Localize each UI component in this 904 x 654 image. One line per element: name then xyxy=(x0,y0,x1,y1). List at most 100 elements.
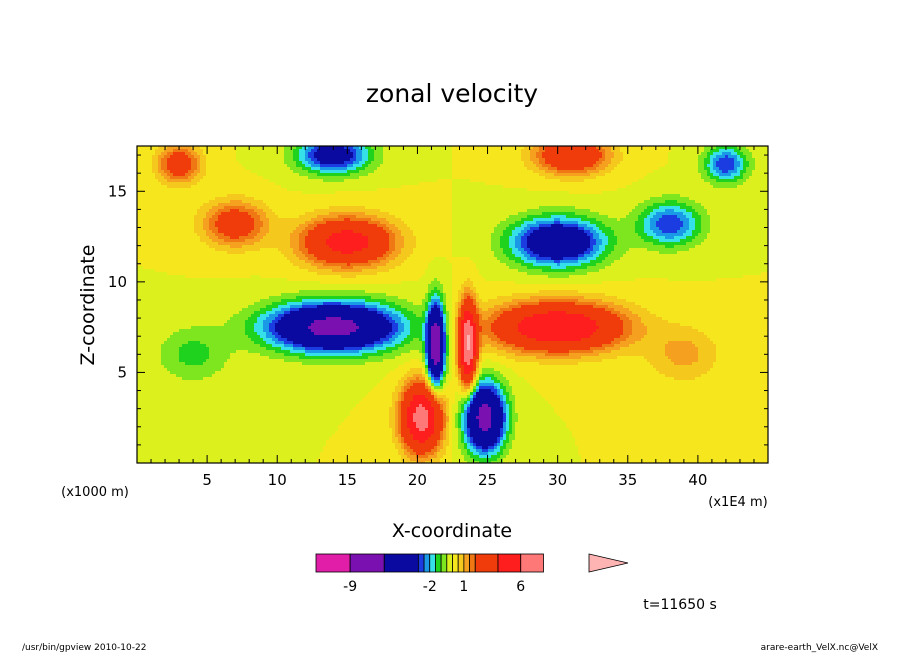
contour-cell xyxy=(296,200,300,204)
contour-cell xyxy=(662,176,666,180)
contour-cell xyxy=(614,179,618,183)
contour-cell xyxy=(239,179,243,183)
contour-cell xyxy=(359,158,363,162)
contour-cell xyxy=(350,152,354,156)
contour-cell xyxy=(557,206,561,210)
contour-cell xyxy=(278,197,282,201)
contour-cell xyxy=(722,206,726,210)
contour-cell xyxy=(677,164,681,168)
contour-cell xyxy=(533,206,537,210)
contour-cell xyxy=(518,200,522,204)
contour-cell xyxy=(419,155,423,159)
contour-cell xyxy=(410,203,414,207)
contour-cell xyxy=(350,158,354,162)
contour-cell xyxy=(629,209,633,213)
contour-cell xyxy=(539,170,543,174)
contour-cell xyxy=(251,149,255,153)
contour-cell xyxy=(287,155,291,159)
contour-cell xyxy=(740,146,744,150)
contour-cell xyxy=(674,200,678,204)
contour-cell xyxy=(485,215,489,219)
contour-cell xyxy=(512,146,516,150)
contour-cell xyxy=(530,176,534,180)
contour-cell xyxy=(674,146,678,150)
contour-cell xyxy=(353,155,357,159)
contour-cell xyxy=(455,155,459,159)
contour-cell xyxy=(644,173,648,177)
contour-cell xyxy=(500,173,504,177)
contour-cell xyxy=(494,146,498,150)
contour-cell xyxy=(494,161,498,165)
contour-cell xyxy=(434,191,438,195)
contour-cell xyxy=(209,182,213,186)
contour-cell xyxy=(386,167,390,171)
contour-cell xyxy=(506,155,510,159)
contour-cell xyxy=(404,197,408,201)
contour-cell xyxy=(575,155,579,159)
contour-cell xyxy=(749,152,753,156)
contour-cell xyxy=(434,203,438,207)
contour-cell xyxy=(521,200,525,204)
contour-cell xyxy=(593,176,597,180)
contour-cell xyxy=(203,203,207,207)
contour-cell xyxy=(317,182,321,186)
contour-cell xyxy=(392,194,396,198)
contour-cell xyxy=(314,212,318,216)
contour-cell xyxy=(281,212,285,216)
contour-cell xyxy=(380,182,384,186)
contour-cell xyxy=(302,200,306,204)
contour-cell xyxy=(458,170,462,174)
contour-cell xyxy=(149,212,153,216)
contour-cell xyxy=(581,182,585,186)
contour-cell xyxy=(650,194,654,198)
contour-cell xyxy=(461,212,465,216)
contour-cell xyxy=(584,200,588,204)
contour-cell xyxy=(545,173,549,177)
contour-cell xyxy=(764,200,768,204)
contour-cell xyxy=(215,206,219,210)
contour-cell xyxy=(746,188,750,192)
contour-cell xyxy=(506,149,510,153)
contour-cell xyxy=(212,155,216,159)
contour-cell xyxy=(404,200,408,204)
contour-cell xyxy=(473,194,477,198)
contour-cell xyxy=(371,167,375,171)
contour-cell xyxy=(296,212,300,216)
contour-cell xyxy=(506,164,510,168)
contour-cell xyxy=(515,209,519,213)
contour-cell xyxy=(428,149,432,153)
contour-cell xyxy=(701,164,705,168)
contour-cell xyxy=(212,152,216,156)
contour-cell xyxy=(605,197,609,201)
contour-cell xyxy=(164,203,168,207)
contour-cell xyxy=(575,170,579,174)
contour-cell xyxy=(389,200,393,204)
contour-cell xyxy=(404,176,408,180)
contour-cell xyxy=(554,212,558,216)
contour-cell xyxy=(470,215,474,219)
contour-cell xyxy=(299,197,303,201)
contour-cell xyxy=(410,212,414,216)
contour-cell xyxy=(542,197,546,201)
contour-cell xyxy=(659,194,663,198)
contour-cell xyxy=(563,182,567,186)
contour-cell xyxy=(683,191,687,195)
contour-cell xyxy=(173,176,177,180)
contour-cell xyxy=(485,164,489,168)
contour-cell xyxy=(521,149,525,153)
contour-cell xyxy=(554,167,558,171)
contour-cell xyxy=(506,215,510,219)
contour-cell xyxy=(272,194,276,198)
contour-cell xyxy=(434,194,438,198)
contour-cell xyxy=(461,206,465,210)
contour-cell xyxy=(554,164,558,168)
contour-cell xyxy=(446,212,450,216)
contour-cell xyxy=(236,146,240,150)
contour-cell xyxy=(305,155,309,159)
contour-cell xyxy=(608,197,612,201)
contour-cell xyxy=(476,161,480,165)
contour-cell xyxy=(317,152,321,156)
contour-cell xyxy=(572,170,576,174)
contour-cell xyxy=(257,200,261,204)
contour-cell xyxy=(620,146,624,150)
